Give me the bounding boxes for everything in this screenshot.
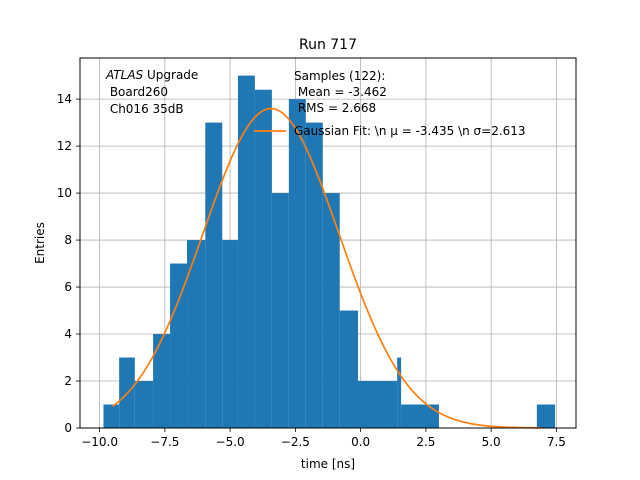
y-tick-label-5: 10 (57, 186, 72, 200)
y-axis-ticks: 0 2 4 6 8 10 12 14 (57, 92, 80, 435)
legend-samples-line-0: Samples (122): (294, 69, 385, 83)
annotation-channel: Ch016 35dB (106, 102, 184, 116)
svg-text:ATLAS Upgrade: ATLAS Upgrade (105, 68, 198, 82)
annotation-upgrade: Upgrade (143, 68, 198, 82)
gaussian-fit-curve (112, 107, 541, 429)
gaussian-fit-curve-group (112, 107, 541, 429)
histogram-bar-14 (339, 310, 359, 428)
histogram-bar-17 (401, 404, 439, 428)
histogram-bar-12 (305, 122, 323, 428)
legend-samples-line-1: Mean = -3.462 (294, 85, 387, 99)
y-tick-label-2: 4 (64, 327, 72, 341)
y-tick-label-6: 12 (57, 139, 72, 153)
histogram-bar-8 (237, 75, 255, 428)
histogram-bar-13 (322, 193, 340, 428)
y-axis-label: Entries (33, 222, 47, 264)
x-tick-label-5: 2.5 (416, 435, 435, 449)
histogram-bar-3 (153, 334, 171, 428)
plot-frame (79, 57, 577, 429)
y-tick-label-7: 14 (57, 92, 72, 106)
x-tick-label-4: 0.0 (351, 435, 370, 449)
y-tick-label-4: 8 (64, 233, 72, 247)
x-tick-label-6: 5.0 (482, 435, 501, 449)
legend-samples-label: Samples (122): Mean = -3.462 RMS = 2.668 (294, 69, 387, 115)
x-tick-label-0: −10.0 (81, 435, 118, 449)
legend-samples-line-2: RMS = 2.668 (294, 101, 376, 115)
histogram-bar-2 (134, 381, 154, 428)
annotation-board: Board260 (106, 85, 168, 99)
legend: Samples (122): Mean = -3.462 RMS = 2.668… (254, 69, 526, 138)
chart-title: Run 717 (299, 37, 357, 53)
x-axis-label: time [ns] (301, 457, 355, 471)
atlas-annotation: ATLAS Upgrade Board260 Ch016 35dB (105, 68, 198, 116)
histogram-bar-11 (288, 99, 306, 428)
histogram-bar-15 (358, 381, 398, 428)
histogram-bar-0 (103, 404, 120, 428)
x-axis-ticks: −10.0 −7.5 −5.0 −2.5 0.0 2.5 5.0 7.5 (81, 428, 566, 449)
histogram-bar-5 (187, 240, 206, 428)
x-tick-label-2: −5.0 (216, 435, 245, 449)
y-tick-label-0: 0 (64, 421, 72, 435)
y-tick-label-3: 6 (64, 280, 72, 294)
histogram-bar-7 (222, 240, 238, 428)
x-tick-label-3: −2.5 (281, 435, 310, 449)
histogram-bar-4 (170, 263, 188, 428)
histogram-bars (103, 75, 556, 428)
x-tick-label-1: −7.5 (150, 435, 179, 449)
annotation-atlas: ATLAS (105, 68, 144, 82)
histogram-bar-16 (397, 357, 402, 428)
legend-fit-label: Gaussian Fit: \n μ = -3.435 \n σ=2.613 (294, 124, 526, 138)
histogram-bar-6 (205, 122, 223, 428)
x-tick-label-7: 7.5 (547, 435, 566, 449)
histogram-bar-10 (271, 193, 289, 428)
histogram-bar-9 (254, 89, 272, 428)
y-tick-label-1: 2 (64, 374, 72, 388)
histogram-bar-18 (536, 404, 556, 428)
